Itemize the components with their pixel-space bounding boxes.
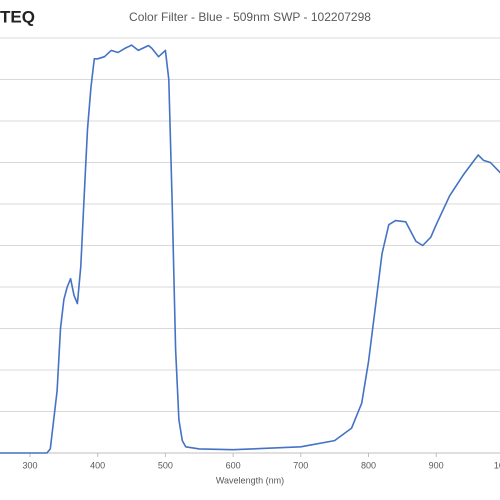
x-tick-label: 1000 (494, 460, 500, 470)
x-tick-label: 300 (22, 460, 37, 470)
x-axis-label: Wavelength (nm) (216, 475, 284, 485)
x-tick-label: 400 (90, 460, 105, 470)
x-tick-label: 500 (158, 460, 173, 470)
x-tick-label: 700 (293, 460, 308, 470)
series-line (0, 44, 500, 454)
x-tick-label: 600 (226, 460, 241, 470)
x-tick-label: 800 (361, 460, 376, 470)
x-tick-label: 900 (429, 460, 444, 470)
chart-title: Color Filter - Blue - 509nm SWP - 102207… (129, 10, 371, 24)
logo: TEQ (0, 7, 35, 26)
